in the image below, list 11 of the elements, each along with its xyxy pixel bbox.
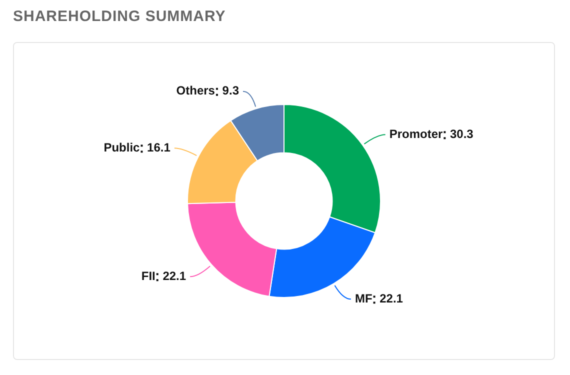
slice-label: Public [104, 140, 140, 154]
data-label: 16.1 [147, 140, 171, 154]
data-label: 9.3 [222, 84, 240, 98]
slice-label: Promoter [389, 126, 443, 141]
slice-label: MF [354, 291, 372, 306]
data-label: 30.3 [450, 126, 474, 141]
slice-label: Others [176, 84, 216, 98]
slice-label: FII [141, 268, 156, 283]
data-label: 22.1 [380, 291, 404, 306]
chart-title: SHAREHOLDING SUMMARY [13, 8, 226, 25]
data-label: 22.1 [162, 268, 186, 283]
